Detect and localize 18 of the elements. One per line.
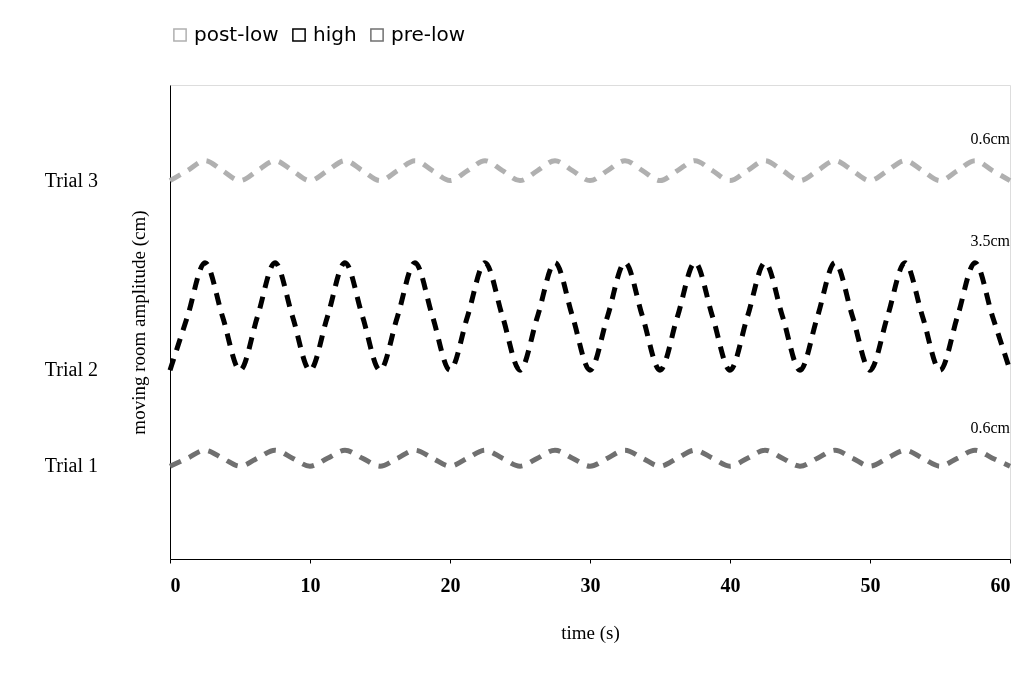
x-axis-title: time (s) <box>561 621 620 644</box>
annotation: 3.5cm <box>970 231 1011 249</box>
x-tick-label: 40 <box>720 573 741 596</box>
legend-label: post-low <box>194 22 279 46</box>
x-tick-label: 50 <box>860 573 881 596</box>
x-tick-label: 20 <box>440 573 461 596</box>
text: Trial 1 <box>44 454 98 477</box>
text: Trial 3 <box>44 168 98 191</box>
x-tick-label: 0 <box>170 573 181 596</box>
x-tick-label: 30 <box>580 573 601 596</box>
legend-label: high <box>313 22 357 46</box>
y-axis-title: moving room amplitude (cm) <box>127 210 150 435</box>
annotation: 0.6cm <box>970 419 1011 437</box>
legend-label: pre-low <box>391 22 466 46</box>
x-tick-label: 10 <box>300 573 321 596</box>
x-tick-label: 60 <box>990 573 1011 596</box>
text: 0.6cm <box>970 129 1011 147</box>
text: Trial 2 <box>44 358 98 381</box>
